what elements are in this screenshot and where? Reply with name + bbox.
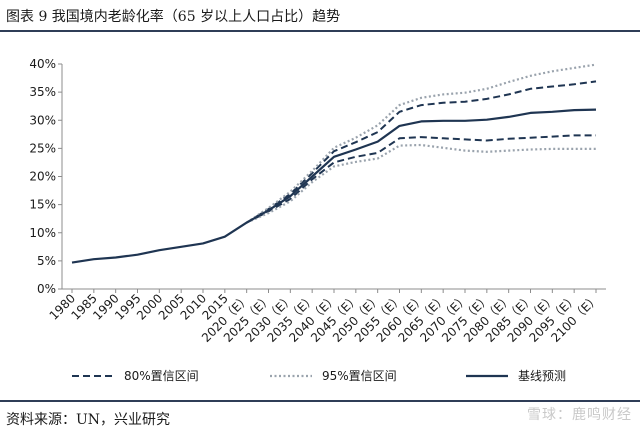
bottom-rule	[0, 400, 640, 402]
top-rule	[0, 30, 640, 32]
y-tick-label: 5%	[37, 254, 56, 268]
chart-title: 图表 9 我国境内老龄化率（65 岁以上人口占比）趋势	[6, 9, 341, 25]
series-line-dotted-upper	[246, 63, 597, 224]
y-tick-label: 30%	[29, 113, 56, 127]
source-note: 资料来源：UN，兴业研究	[6, 412, 171, 428]
watermark: 雪球：鹿鸣财经	[527, 407, 632, 423]
chart-axes: 0%5%10%15%20%25%30%35%40%198019851990199…	[29, 57, 606, 345]
chart-legend: 80%置信区间 95%置信区间 基线预测	[72, 369, 566, 383]
series-line-solid	[71, 108, 597, 264]
y-tick-label: 35%	[29, 85, 56, 99]
y-tick-label: 15%	[29, 198, 56, 212]
y-tick-label: 40%	[29, 57, 56, 71]
legend-label: 95%置信区间	[322, 369, 397, 383]
series-line-dashed-lower	[246, 134, 596, 224]
y-tick-label: 25%	[29, 141, 56, 155]
series-line-dotted-lower	[246, 143, 596, 224]
y-tick-label: 20%	[29, 170, 56, 184]
legend-label: 80%置信区间	[124, 369, 199, 383]
y-tick-label: 0%	[37, 282, 56, 296]
y-tick-label: 10%	[29, 226, 56, 240]
series-line-dashed-upper	[246, 80, 597, 224]
legend-label: 基线预测	[518, 369, 566, 383]
chart-series	[71, 63, 597, 264]
